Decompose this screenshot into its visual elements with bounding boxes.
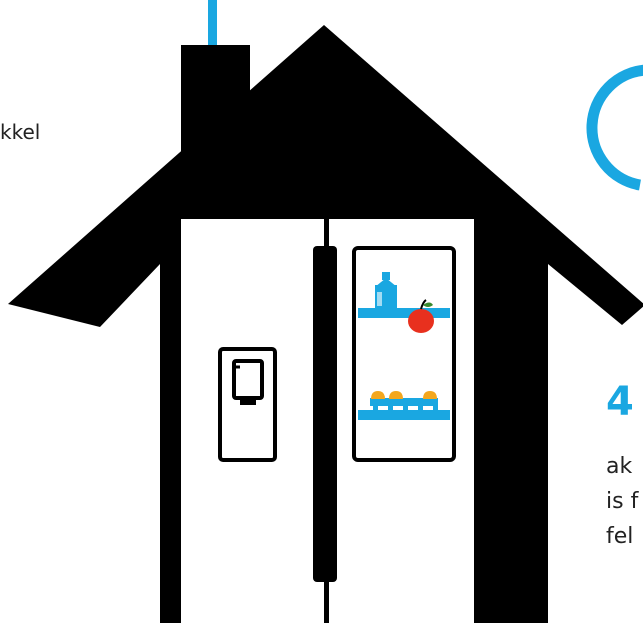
cable <box>208 0 217 48</box>
text-line-3: fel <box>606 524 634 549</box>
text-line-2: is f <box>606 489 639 514</box>
lower-shelf <box>358 410 450 420</box>
milk-carton-icon <box>375 272 397 309</box>
ring-icon <box>586 64 643 191</box>
big-number: 4 <box>606 379 634 425</box>
egg-tray-icon <box>370 391 438 413</box>
door-handle <box>313 246 337 582</box>
text-line-1: ak <box>606 454 633 479</box>
upper-shelf <box>358 308 450 318</box>
left-text-fragment: kkel <box>0 120 41 144</box>
apple-icon <box>408 299 434 333</box>
fridge-window <box>352 246 456 462</box>
water-dispenser-icon <box>218 347 277 462</box>
side-by-side-fridge-icon <box>181 219 474 623</box>
